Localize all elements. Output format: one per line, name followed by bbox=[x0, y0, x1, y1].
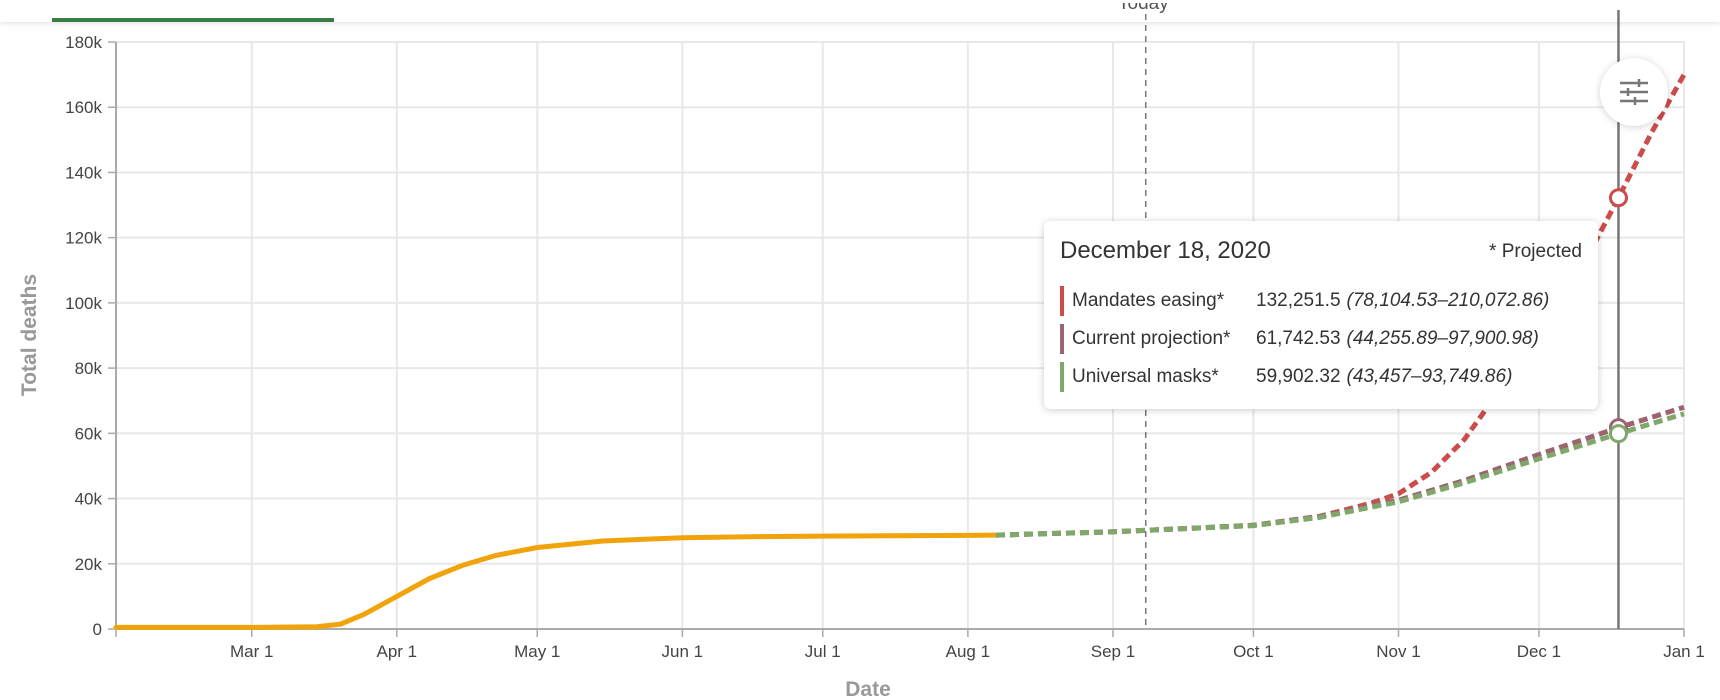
series-color-swatch bbox=[1060, 324, 1064, 354]
tooltip-series-range: (78,104.53–210,072.86) bbox=[1346, 290, 1550, 311]
x-tick-label: Jan 1 bbox=[1663, 642, 1705, 661]
x-tick-label: Nov 1 bbox=[1376, 642, 1420, 661]
tooltip-series-value: 59,902.32 bbox=[1256, 366, 1341, 387]
series-color-swatch bbox=[1060, 362, 1064, 392]
chart-settings-button[interactable] bbox=[1600, 58, 1668, 126]
axes: 0 20k 40k 60k 80k 100k 120k 140k 160k 180k Mar 1 Ap… bbox=[65, 14, 1705, 661]
x-tick-label: Sep 1 bbox=[1091, 642, 1135, 661]
tooltip-projected-note: * Projected bbox=[1489, 241, 1582, 262]
x-tick-label: Aug 1 bbox=[946, 642, 990, 661]
grid bbox=[116, 41, 1685, 630]
x-tick-label: May 1 bbox=[514, 642, 560, 661]
series bbox=[113, 73, 1687, 630]
hover-point bbox=[1608, 424, 1628, 444]
x-tick-label: Oct 1 bbox=[1233, 642, 1274, 661]
tooltip-series-value: 61,742.53 bbox=[1256, 328, 1341, 349]
tooltip-date: December 18, 2020 bbox=[1060, 237, 1271, 264]
x-tick-label: Jul 1 bbox=[805, 642, 841, 661]
series-line-mandates-easing bbox=[995, 73, 1687, 538]
today-label: Today bbox=[1118, 3, 1168, 19]
tooltip-series-range: (43,457–93,749.86) bbox=[1346, 366, 1513, 387]
y-tick-label: 160k bbox=[65, 98, 102, 117]
y-tick-label: 0 bbox=[93, 620, 102, 639]
series-line-universal-masks bbox=[995, 411, 1685, 538]
top-bar: Today bbox=[0, 0, 1720, 22]
y-tick-label: 40k bbox=[75, 490, 103, 509]
tooltip-series-range: (44,255.89–97,900.98) bbox=[1346, 328, 1539, 349]
y-axis-title: Total deaths bbox=[18, 274, 41, 396]
y-tick-label: 60k bbox=[75, 424, 103, 443]
tooltip-row-current-projection: Current projection* 61,742.53 (44,255.89… bbox=[1060, 324, 1539, 354]
series-color-swatch bbox=[1060, 286, 1064, 316]
y-tick-label: 180k bbox=[65, 33, 102, 52]
y-tick-label: 140k bbox=[65, 163, 102, 182]
tooltip-series-name: Universal masks* bbox=[1072, 366, 1219, 387]
tooltip-series-name: Mandates easing* bbox=[1072, 290, 1225, 311]
series-line-current-projection bbox=[995, 404, 1685, 538]
active-tab-indicator[interactable] bbox=[52, 18, 334, 22]
y-tick-label: 120k bbox=[65, 229, 102, 248]
tooltip-series-name: Current projection* bbox=[1072, 328, 1231, 349]
tooltip-row-universal-masks: Universal masks* 59,902.32 (43,457–93,74… bbox=[1060, 362, 1512, 392]
series-line-observed bbox=[113, 532, 999, 630]
hover-tooltip: December 18, 2020 * Projected Mandates e… bbox=[1044, 221, 1598, 409]
tooltip-row-mandates-easing: Mandates easing* 132,251.5 (78,104.53–21… bbox=[1060, 286, 1549, 316]
today-label-text: Today bbox=[1118, 3, 1168, 14]
x-tick-label: Mar 1 bbox=[230, 642, 273, 661]
hover-point bbox=[1608, 188, 1628, 208]
tooltip-series-value: 132,251.5 bbox=[1256, 290, 1341, 311]
sliders-icon bbox=[1620, 79, 1648, 105]
x-tick-label: Dec 1 bbox=[1517, 642, 1561, 661]
x-tick-label: Jun 1 bbox=[662, 642, 704, 661]
x-axis-title: Date bbox=[845, 678, 891, 700]
x-tick-label: Apr 1 bbox=[377, 642, 418, 661]
y-tick-label: 100k bbox=[65, 294, 102, 313]
y-tick-label: 80k bbox=[75, 359, 103, 378]
y-tick-label: 20k bbox=[75, 555, 103, 574]
